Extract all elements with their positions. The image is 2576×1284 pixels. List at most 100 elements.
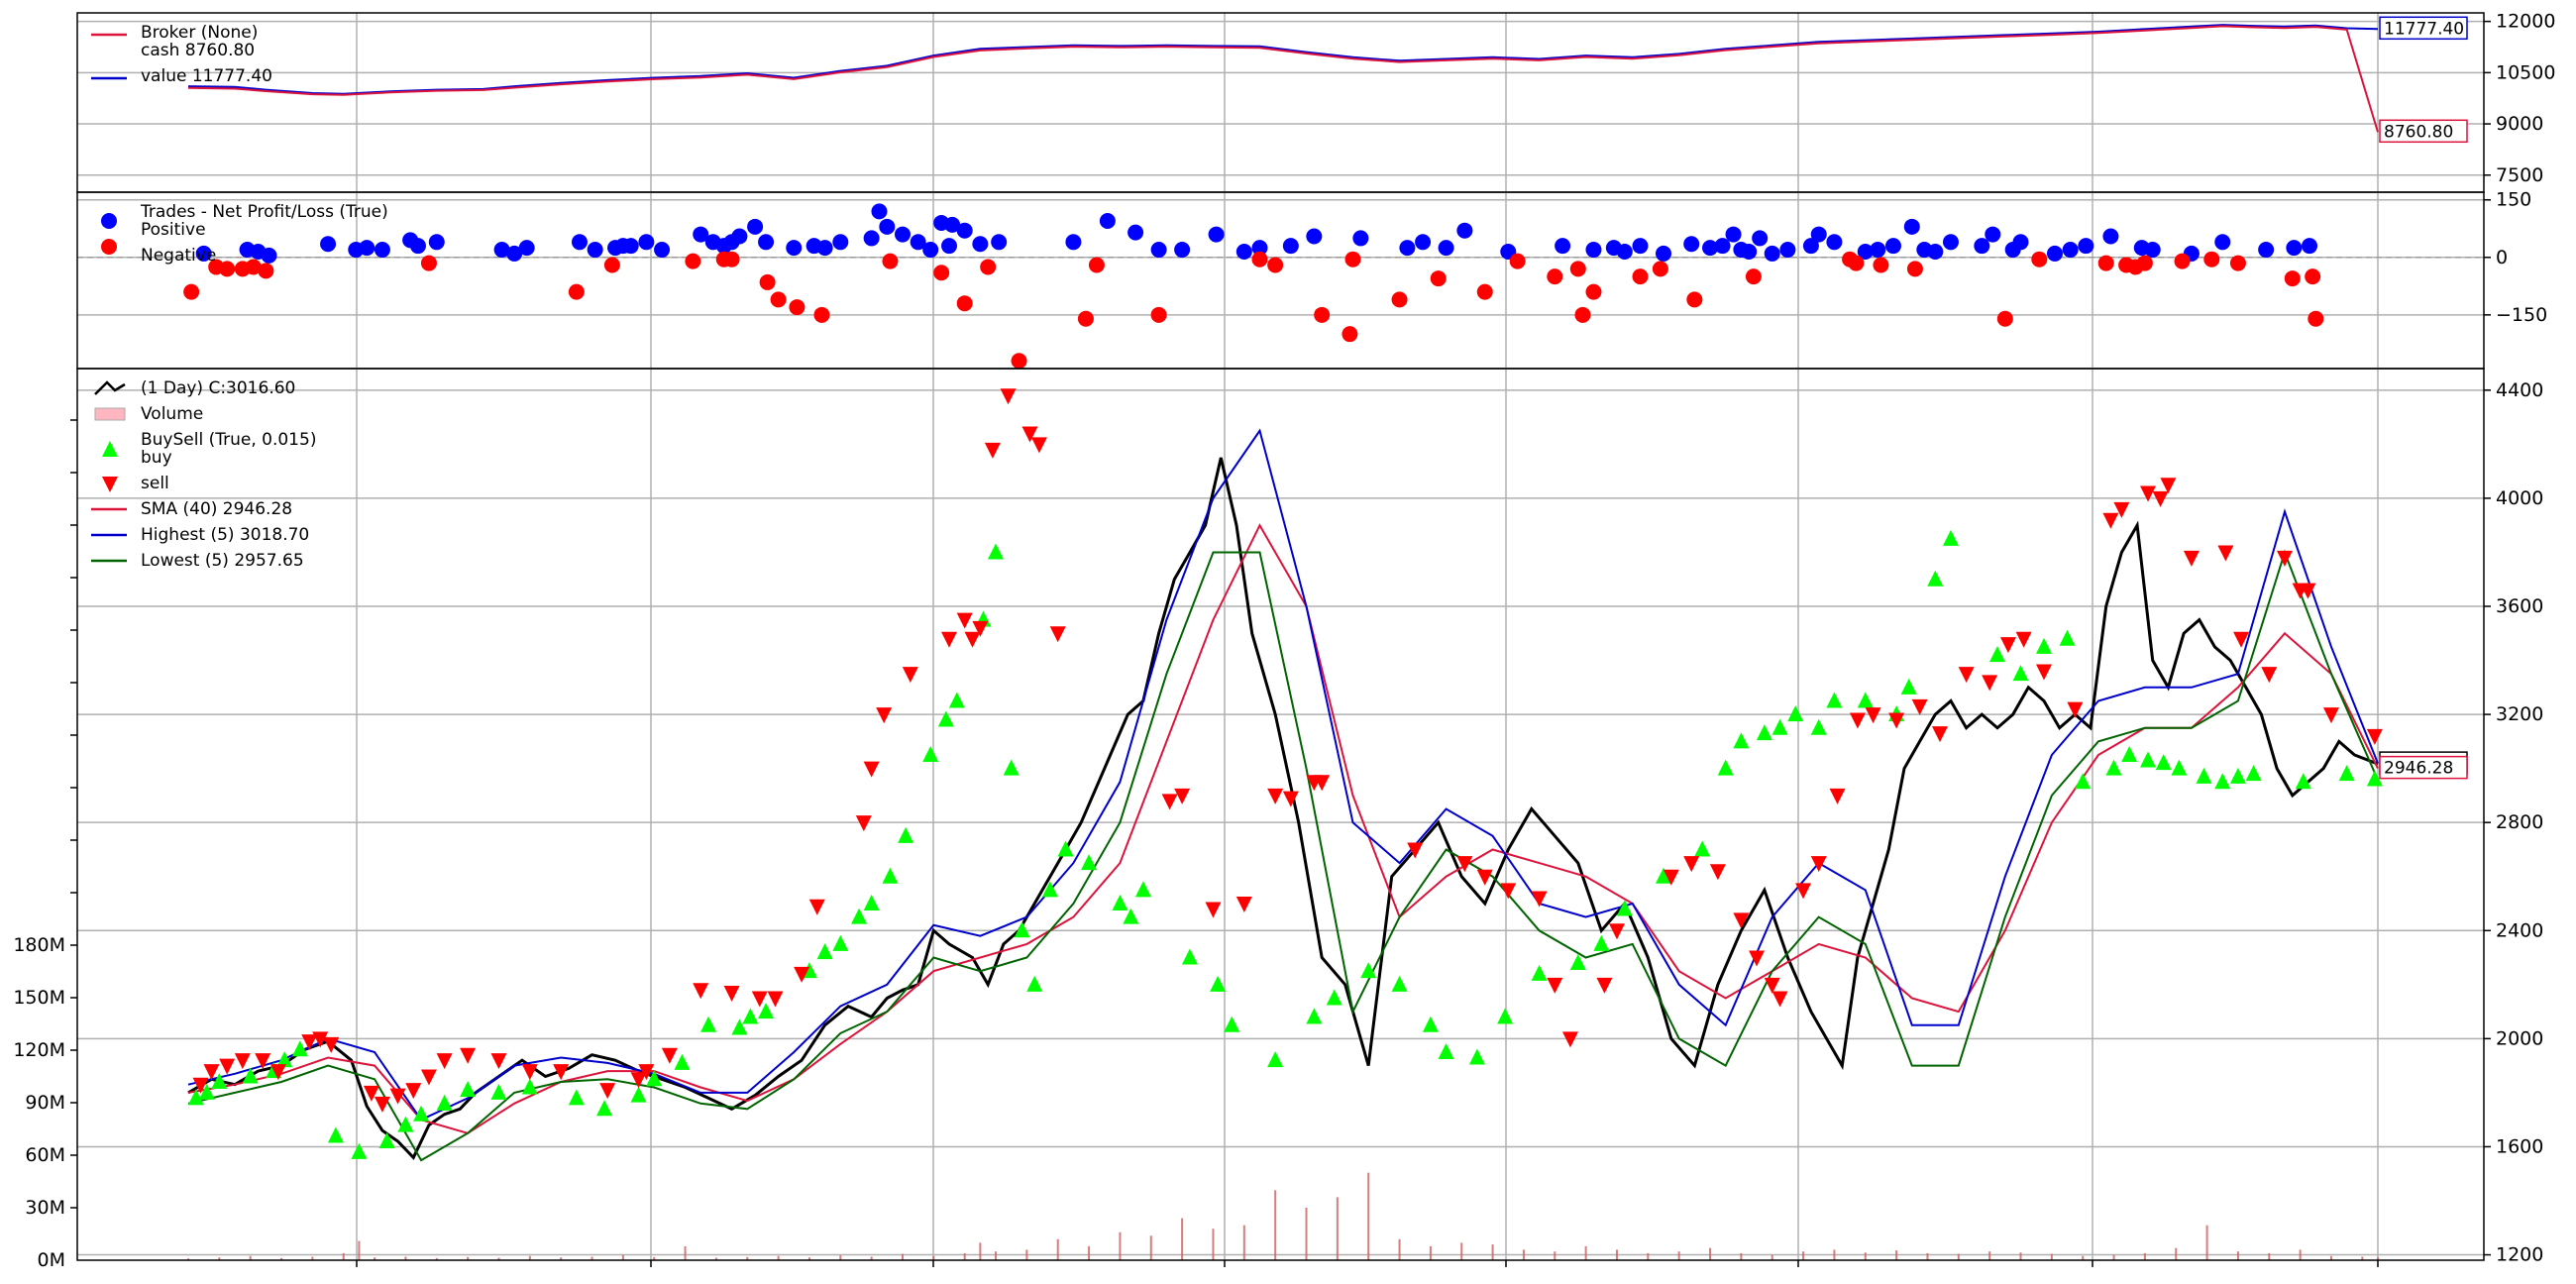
trade-point-negative: [1569, 261, 1586, 277]
buy-marker: [1014, 921, 1030, 938]
buy-marker: [2295, 773, 2311, 790]
volume-bar: [1149, 1235, 1152, 1260]
series-line-close: [187, 457, 2379, 1161]
legend-marker: [101, 239, 117, 255]
trade-point-positive: [506, 245, 523, 262]
trade-point-positive: [261, 247, 277, 264]
volume-bar: [807, 1257, 810, 1260]
buy-marker: [568, 1089, 585, 1106]
sell-marker: [1531, 891, 1548, 908]
trade-point-positive: [1656, 245, 1672, 262]
volume-bar: [2019, 1252, 2022, 1260]
broker-panel: 7500 9000 10500 12000 Broker (None)cash 8760…: [76, 11, 2555, 193]
volume-bar: [1274, 1190, 1277, 1260]
sell-marker: [1596, 977, 1613, 994]
sell-marker: [1282, 791, 1299, 807]
series-line-value: [187, 24, 2379, 95]
buy-marker: [2171, 759, 2188, 776]
sell-marker: [1235, 897, 1252, 912]
sell-marker: [323, 1036, 340, 1053]
volume-bar: [435, 1257, 438, 1260]
legend-label: Broker (None): [141, 23, 258, 43]
buy-marker: [1210, 975, 1227, 992]
buy-marker: [1003, 759, 1020, 776]
trade-point-positive: [1810, 226, 1827, 243]
legend-label: Highest (5) 3018.70: [141, 525, 309, 545]
sell-marker: [234, 1053, 251, 1070]
volume-bar: [1367, 1172, 1370, 1260]
trade-point-negative: [2031, 251, 2048, 268]
series-line-lowest: [187, 549, 2379, 1162]
volume-bar: [2361, 1256, 2364, 1260]
price-panel: 1200 1600 2000 2400 2800 3200 3600 4000 4400 0M 30…: [13, 368, 2543, 1271]
legend-label: buy: [141, 448, 172, 468]
sell-marker: [2300, 583, 2316, 599]
volume-tick-label: 180M: [13, 934, 65, 956]
legend-marker: [101, 213, 117, 229]
trade-point-positive: [2102, 228, 2119, 245]
y-tick-label: 2800: [2496, 811, 2543, 833]
volume-bar: [1056, 1238, 1059, 1260]
sell-marker: [767, 991, 784, 1008]
buy-marker: [211, 1073, 228, 1089]
sell-marker: [2113, 501, 2130, 518]
volume-bar: [839, 1255, 842, 1260]
trade-point-negative: [723, 251, 740, 268]
sell-marker: [312, 1031, 329, 1048]
trade-point-positive: [1352, 230, 1369, 247]
trade-point-negative: [1906, 261, 1923, 277]
volume-tick-label: 30M: [25, 1197, 65, 1219]
buy-marker: [1134, 881, 1151, 898]
buy-marker: [2214, 773, 2231, 790]
trade-point-negative: [759, 273, 776, 290]
volume-bar: [467, 1256, 470, 1260]
trade-point-negative: [1251, 251, 1268, 268]
sell-marker: [1911, 698, 1928, 715]
volume-bar: [311, 1256, 314, 1260]
volume-bar: [1833, 1249, 1836, 1260]
trade-point-positive: [1903, 218, 1920, 235]
volume-bar: [528, 1255, 531, 1260]
buy-marker: [2245, 765, 2262, 782]
sell-marker: [269, 1064, 286, 1081]
buy-marker: [863, 895, 880, 910]
volume-bar: [1615, 1249, 1618, 1260]
trade-point-negative: [1430, 270, 1447, 287]
buy-marker: [1112, 895, 1128, 910]
volume-bar: [1957, 1253, 1960, 1260]
volume-bar: [1584, 1245, 1587, 1260]
trade-point-positive: [2286, 240, 2303, 257]
sell-marker: [984, 442, 1001, 459]
trade-point-positive: [1456, 222, 1473, 239]
sell-marker: [2160, 478, 2177, 494]
sell-marker: [203, 1064, 220, 1081]
buy-marker: [948, 692, 965, 708]
buy-marker: [521, 1078, 538, 1095]
buy-marker: [2059, 629, 2076, 646]
y-tick-label: 4400: [2496, 379, 2543, 401]
buy-marker: [490, 1083, 507, 1100]
trade-point-positive: [816, 240, 833, 257]
buy-marker: [646, 1070, 663, 1087]
trade-point-negative: [789, 299, 805, 316]
trade-point-negative: [770, 291, 787, 308]
trade-point-positive: [731, 228, 748, 245]
trade-point-positive: [493, 242, 510, 259]
volume-bar: [1398, 1238, 1401, 1260]
buy-marker: [1123, 908, 1139, 924]
trade-point-positive: [2046, 245, 2063, 262]
buy-marker: [1569, 954, 1586, 970]
volume-bar: [2050, 1253, 2053, 1260]
trade-point-positive: [571, 234, 588, 251]
trade-point-positive: [1251, 240, 1268, 257]
volume-bar: [1988, 1251, 1991, 1260]
trade-point-negative: [245, 259, 262, 275]
volume-bar: [2377, 1257, 2379, 1260]
volume-bar: [777, 1255, 780, 1260]
trade-point-positive: [894, 226, 911, 243]
sell-marker: [1049, 626, 1066, 643]
volume-bar: [1647, 1252, 1650, 1260]
trade-point-positive: [2258, 242, 2275, 259]
volume-tick-label: 120M: [13, 1039, 65, 1061]
trade-point-negative: [1342, 326, 1358, 343]
